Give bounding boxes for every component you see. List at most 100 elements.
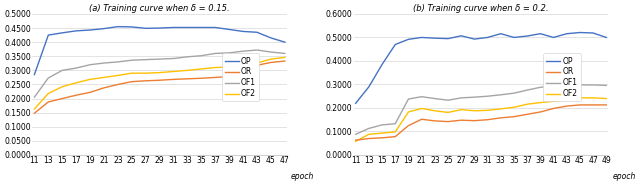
OF2 [198, 68, 205, 70]
OF2 [170, 70, 177, 73]
Line: OP: OP [35, 27, 285, 75]
OP [365, 86, 372, 88]
OF2 [365, 133, 372, 136]
OP [392, 43, 399, 46]
OF1 [510, 92, 518, 94]
OF2 [44, 92, 52, 95]
OP [497, 33, 504, 35]
OR [267, 61, 275, 64]
OF2 [431, 110, 438, 112]
OR [576, 104, 584, 106]
OF2 [510, 106, 518, 108]
OF2 [128, 72, 136, 74]
OF1 [536, 86, 544, 88]
OR [142, 80, 150, 82]
OR [198, 77, 205, 79]
OF1 [484, 95, 492, 97]
Text: epoch: epoch [291, 172, 314, 181]
OR [470, 119, 478, 122]
OF1 [100, 62, 108, 64]
OF1 [602, 84, 610, 87]
OP [86, 29, 94, 31]
OP [44, 34, 52, 36]
OR [156, 79, 163, 81]
OR [44, 101, 52, 103]
OF2 [470, 110, 478, 112]
OF1 [404, 98, 412, 100]
OR [170, 78, 177, 81]
OR [392, 136, 399, 138]
OF1 [281, 52, 289, 55]
OF2 [458, 108, 465, 111]
OR [484, 119, 492, 121]
OF1 [444, 99, 452, 101]
Line: OF1: OF1 [356, 85, 606, 134]
Line: OF2: OF2 [35, 57, 285, 109]
OF2 [392, 131, 399, 133]
OP [72, 30, 80, 32]
OP [510, 36, 518, 39]
OR [418, 118, 426, 120]
OP [211, 26, 219, 29]
OF2 [142, 72, 150, 74]
OR [225, 75, 233, 78]
OR [524, 113, 531, 115]
OF1 [470, 96, 478, 98]
OP [602, 36, 610, 39]
OF1 [392, 123, 399, 125]
OR [550, 107, 557, 110]
OF1 [170, 57, 177, 60]
OF1 [497, 94, 504, 96]
OF1 [458, 97, 465, 99]
OR [510, 115, 518, 118]
OF1 [352, 133, 360, 136]
OR [378, 137, 386, 139]
OF1 [576, 84, 584, 86]
OF1 [72, 67, 80, 69]
OF1 [550, 85, 557, 87]
OR [589, 104, 597, 106]
OF1 [267, 51, 275, 53]
OP [484, 36, 492, 39]
OP [524, 35, 531, 37]
OF1 [589, 84, 597, 86]
OP [142, 27, 150, 29]
OF2 [497, 108, 504, 110]
OF2 [114, 74, 122, 77]
OF2 [576, 97, 584, 99]
OF1 [86, 64, 94, 66]
OR [563, 105, 571, 107]
OF2 [484, 109, 492, 112]
Title: (a) Training curve when δ = 0.15.: (a) Training curve when δ = 0.15. [90, 4, 230, 13]
OP [458, 35, 465, 37]
OR [536, 111, 544, 113]
Text: epoch: epoch [612, 172, 636, 181]
OF2 [563, 99, 571, 101]
OP [418, 36, 426, 39]
OP [31, 74, 38, 76]
OP [253, 31, 261, 33]
OR [602, 104, 610, 106]
OF2 [378, 132, 386, 134]
OR [211, 76, 219, 79]
OP [404, 38, 412, 40]
OF1 [418, 96, 426, 98]
OF2 [72, 82, 80, 84]
OF1 [365, 127, 372, 129]
OR [128, 81, 136, 83]
Line: OP: OP [356, 33, 606, 103]
OF2 [536, 101, 544, 104]
OR [184, 78, 191, 80]
OF1 [225, 52, 233, 54]
OF2 [156, 71, 163, 74]
OP [563, 33, 571, 35]
OF2 [239, 64, 247, 66]
OF2 [602, 98, 610, 100]
OP [352, 102, 360, 104]
OF2 [444, 111, 452, 114]
OF1 [563, 84, 571, 87]
OF1 [128, 59, 136, 61]
OP [550, 36, 557, 39]
OF2 [418, 107, 426, 110]
OF2 [589, 97, 597, 99]
